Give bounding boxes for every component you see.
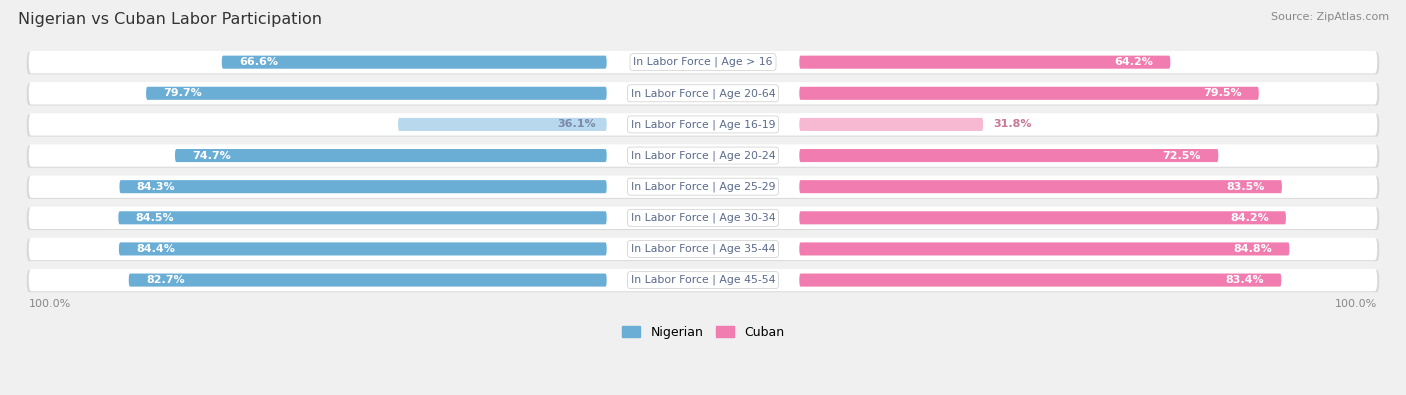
FancyBboxPatch shape <box>800 273 1281 287</box>
FancyBboxPatch shape <box>146 87 606 100</box>
FancyBboxPatch shape <box>129 273 606 287</box>
Text: In Labor Force | Age 16-19: In Labor Force | Age 16-19 <box>631 119 775 130</box>
FancyBboxPatch shape <box>27 83 1379 105</box>
Text: In Labor Force | Age 20-64: In Labor Force | Age 20-64 <box>631 88 775 98</box>
Text: 84.5%: 84.5% <box>135 213 174 223</box>
Text: In Labor Force | Age 45-54: In Labor Force | Age 45-54 <box>631 275 775 285</box>
FancyBboxPatch shape <box>28 207 1378 229</box>
Text: In Labor Force | Age 30-34: In Labor Force | Age 30-34 <box>631 213 775 223</box>
FancyBboxPatch shape <box>27 239 1379 261</box>
FancyBboxPatch shape <box>120 243 606 256</box>
FancyBboxPatch shape <box>27 270 1379 292</box>
FancyBboxPatch shape <box>120 180 606 193</box>
Text: Source: ZipAtlas.com: Source: ZipAtlas.com <box>1271 12 1389 22</box>
Text: In Labor Force | Age 25-29: In Labor Force | Age 25-29 <box>631 181 775 192</box>
Text: In Labor Force | Age 20-24: In Labor Force | Age 20-24 <box>631 150 775 161</box>
FancyBboxPatch shape <box>800 118 983 131</box>
Text: 66.6%: 66.6% <box>239 57 278 67</box>
FancyBboxPatch shape <box>28 51 1378 73</box>
FancyBboxPatch shape <box>118 211 606 224</box>
FancyBboxPatch shape <box>800 149 1219 162</box>
Text: 84.3%: 84.3% <box>136 182 176 192</box>
Text: 31.8%: 31.8% <box>994 119 1032 130</box>
FancyBboxPatch shape <box>28 238 1378 260</box>
FancyBboxPatch shape <box>28 82 1378 105</box>
Text: 79.5%: 79.5% <box>1204 88 1241 98</box>
Text: 82.7%: 82.7% <box>146 275 184 285</box>
Text: In Labor Force | Age 35-44: In Labor Force | Age 35-44 <box>631 244 775 254</box>
Text: 100.0%: 100.0% <box>1334 299 1378 309</box>
Text: 74.7%: 74.7% <box>193 150 231 160</box>
Text: 83.5%: 83.5% <box>1226 182 1264 192</box>
Text: 64.2%: 64.2% <box>1115 57 1153 67</box>
FancyBboxPatch shape <box>28 269 1378 291</box>
FancyBboxPatch shape <box>28 144 1378 167</box>
Text: 100.0%: 100.0% <box>28 299 72 309</box>
FancyBboxPatch shape <box>800 243 1289 256</box>
FancyBboxPatch shape <box>27 145 1379 168</box>
FancyBboxPatch shape <box>398 118 606 131</box>
FancyBboxPatch shape <box>174 149 606 162</box>
FancyBboxPatch shape <box>27 207 1379 230</box>
Text: 72.5%: 72.5% <box>1163 150 1201 160</box>
FancyBboxPatch shape <box>222 56 606 69</box>
FancyBboxPatch shape <box>800 56 1170 69</box>
Text: Nigerian vs Cuban Labor Participation: Nigerian vs Cuban Labor Participation <box>18 12 322 27</box>
FancyBboxPatch shape <box>800 180 1282 193</box>
Text: 36.1%: 36.1% <box>558 119 596 130</box>
Text: In Labor Force | Age > 16: In Labor Force | Age > 16 <box>633 57 773 68</box>
FancyBboxPatch shape <box>27 114 1379 137</box>
Text: 84.4%: 84.4% <box>136 244 174 254</box>
Text: 83.4%: 83.4% <box>1226 275 1264 285</box>
Text: 84.8%: 84.8% <box>1233 244 1272 254</box>
FancyBboxPatch shape <box>800 211 1286 224</box>
FancyBboxPatch shape <box>27 52 1379 74</box>
Text: 79.7%: 79.7% <box>163 88 202 98</box>
Text: 84.2%: 84.2% <box>1230 213 1268 223</box>
FancyBboxPatch shape <box>27 177 1379 199</box>
Legend: Nigerian, Cuban: Nigerian, Cuban <box>616 321 790 344</box>
FancyBboxPatch shape <box>800 87 1258 100</box>
FancyBboxPatch shape <box>28 113 1378 135</box>
FancyBboxPatch shape <box>28 175 1378 198</box>
